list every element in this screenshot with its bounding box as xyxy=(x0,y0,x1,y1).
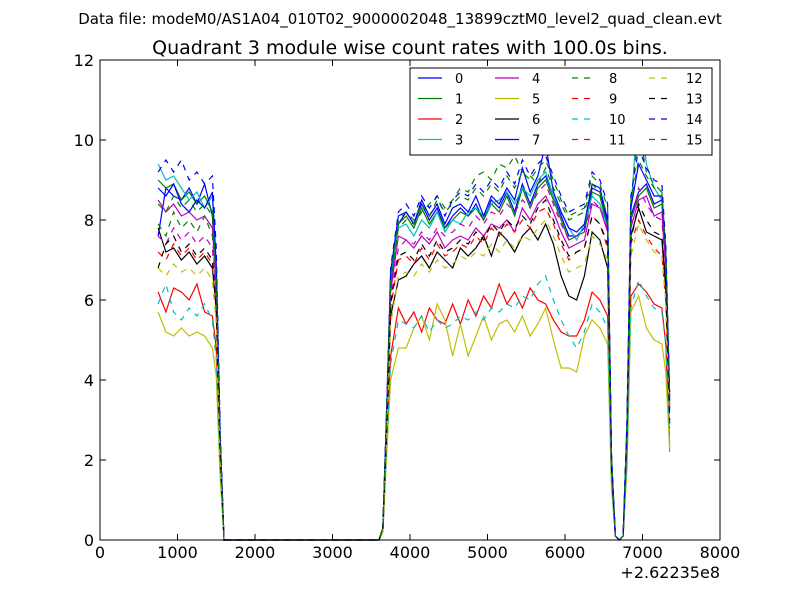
legend-label-12: 12 xyxy=(686,72,703,87)
x-tick-label: 8000 xyxy=(700,543,741,562)
y-tick-label: 12 xyxy=(74,51,94,70)
legend-label-4: 4 xyxy=(532,72,540,87)
y-tick-label: 0 xyxy=(84,531,94,550)
x-tick-label: 7000 xyxy=(622,543,663,562)
legend-label-5: 5 xyxy=(532,93,540,108)
legend-label-7: 7 xyxy=(532,134,540,149)
legend-label-10: 10 xyxy=(609,113,626,128)
y-tick-label: 2 xyxy=(84,451,94,470)
series-line-11 xyxy=(157,182,671,541)
legend-label-3: 3 xyxy=(455,134,463,149)
legend-label-1: 1 xyxy=(455,93,463,108)
legend-label-14: 14 xyxy=(686,113,703,128)
figure-suptitle: Data file: modeM0/AS1A04_010T02_90000020… xyxy=(78,10,722,29)
legend-label-11: 11 xyxy=(609,134,626,149)
chart-title: Quadrant 3 module wise count rates with … xyxy=(152,37,668,59)
x-offset-label: +2.62235e8 xyxy=(620,563,720,582)
y-tick-label: 6 xyxy=(84,291,94,310)
x-tick-label: 5000 xyxy=(467,543,508,562)
axis-layer: 0 1000 2000 3000 4000 5000 6000 7000 80000246810… xyxy=(74,51,741,562)
x-tick-label: 6000 xyxy=(545,543,586,562)
x-tick-label: 0 xyxy=(95,543,105,562)
legend-label-0: 0 xyxy=(455,72,463,87)
legend-frame xyxy=(409,67,713,156)
x-tick-label: 1000 xyxy=(157,543,198,562)
legend-label-2: 2 xyxy=(455,113,463,128)
y-tick-label: 10 xyxy=(74,131,94,150)
legend-label-8: 8 xyxy=(609,72,617,87)
legend-label-13: 13 xyxy=(686,93,703,108)
series-line-10 xyxy=(157,274,671,541)
x-tick-label: 2000 xyxy=(235,543,276,562)
x-tick-label: 3000 xyxy=(312,543,353,562)
legend-label-6: 6 xyxy=(532,113,540,128)
legend-label-15: 15 xyxy=(686,134,703,149)
x-tick-label: 4000 xyxy=(390,543,431,562)
legend-label-9: 9 xyxy=(609,93,617,108)
y-tick-label: 8 xyxy=(84,211,94,230)
y-tick-label: 4 xyxy=(84,371,94,390)
